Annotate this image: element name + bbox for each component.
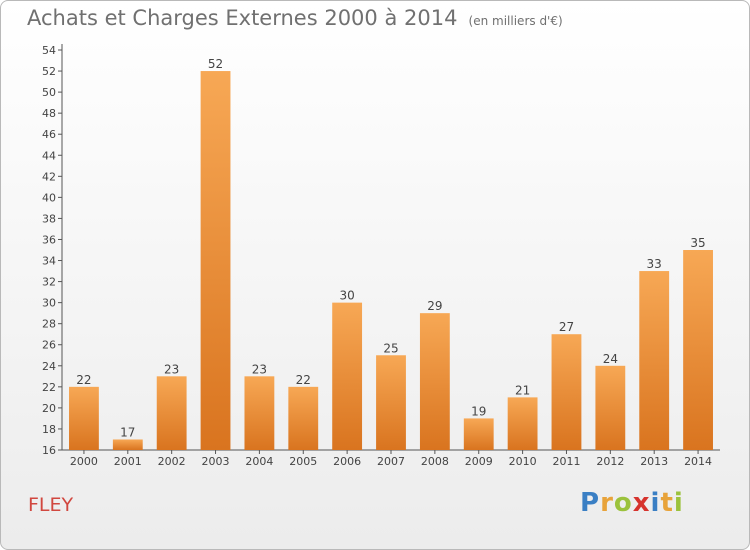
bar-value-label: 23 [164, 362, 179, 376]
y-tick-label: 46 [42, 128, 56, 141]
x-tick-label: 2011 [552, 455, 580, 468]
bar [463, 418, 494, 450]
chart-subtitle: (en milliers d'€) [468, 14, 563, 28]
y-tick-label: 20 [42, 402, 56, 415]
y-tick-label: 42 [42, 170, 56, 183]
x-tick-label: 2006 [333, 455, 361, 468]
y-tick-label: 22 [42, 381, 56, 394]
bar [69, 386, 99, 450]
logo-letter: i [673, 488, 684, 518]
commune-name: FLEY [28, 494, 74, 516]
y-tick-label: 28 [42, 318, 56, 331]
logo-letter: t [660, 488, 674, 518]
bar [639, 271, 670, 450]
bar-value-label: 22 [76, 373, 91, 387]
y-tick-label: 50 [42, 86, 56, 99]
bar [595, 365, 626, 450]
x-tick-label: 2014 [684, 455, 712, 468]
bar-value-label: 22 [296, 373, 311, 387]
bar-value-label: 25 [383, 341, 398, 355]
y-tick-label: 38 [42, 212, 56, 225]
bar-value-label: 27 [559, 320, 574, 334]
chart-title-block: Achats et Charges Externes 2000 à 2014 (… [27, 6, 563, 30]
bar-value-label: 33 [647, 257, 662, 271]
x-tick-label: 2000 [70, 455, 98, 468]
logo-letter: i [650, 488, 661, 518]
y-tick-label: 54 [42, 44, 56, 57]
logo-letter: x [632, 488, 651, 518]
bar-value-label: 17 [120, 425, 135, 439]
bar-value-label: 19 [471, 404, 486, 418]
bar [200, 71, 231, 450]
y-tick-label: 40 [42, 191, 56, 204]
y-tick-label: 24 [42, 360, 56, 373]
bar-value-label: 24 [603, 352, 618, 366]
bar [376, 355, 406, 450]
x-tick-label: 2007 [377, 455, 405, 468]
x-tick-label: 2012 [596, 455, 624, 468]
bar [507, 397, 538, 450]
chart-title: Achats et Charges Externes 2000 à 2014 [27, 6, 458, 30]
y-tick-label: 34 [42, 255, 56, 268]
y-tick-label: 30 [42, 297, 56, 310]
y-tick-label: 26 [42, 339, 56, 352]
bar-value-label: 52 [208, 57, 223, 71]
proxiti-logo: Proxiti [580, 488, 684, 518]
y-tick-label: 44 [42, 149, 56, 162]
y-tick-label: 36 [42, 233, 56, 246]
y-tick-label: 18 [42, 423, 56, 436]
bar [551, 334, 582, 450]
bar [288, 386, 319, 450]
bar-value-label: 35 [690, 236, 705, 250]
y-tick-label: 32 [42, 276, 56, 289]
bar-value-label: 21 [515, 383, 530, 397]
x-tick-label: 2001 [114, 455, 142, 468]
logo-letter: r [600, 488, 614, 518]
bar-value-label: 23 [252, 362, 267, 376]
bar-value-label: 29 [427, 299, 442, 313]
bar [683, 250, 713, 450]
x-tick-label: 2002 [158, 455, 186, 468]
y-tick-label: 52 [42, 65, 56, 78]
x-tick-label: 2013 [640, 455, 668, 468]
bar [419, 313, 450, 450]
bar [112, 439, 143, 450]
x-tick-label: 2005 [289, 455, 317, 468]
bar [156, 376, 187, 450]
logo-letter: P [580, 488, 601, 518]
x-tick-label: 2004 [245, 455, 273, 468]
x-tick-label: 2009 [465, 455, 493, 468]
bar [244, 376, 275, 450]
x-tick-label: 2010 [509, 455, 537, 468]
x-tick-label: 2003 [202, 455, 230, 468]
logo-letter: o [613, 488, 633, 518]
y-tick-label: 48 [42, 107, 56, 120]
y-tick-label: 16 [42, 444, 56, 457]
bar-value-label: 30 [339, 289, 354, 303]
bar [332, 302, 363, 450]
x-tick-label: 2008 [421, 455, 449, 468]
